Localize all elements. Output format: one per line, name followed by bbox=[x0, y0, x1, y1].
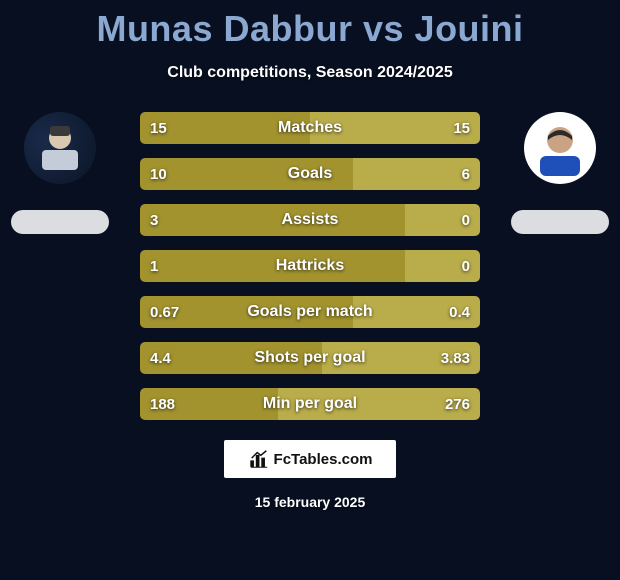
subtitle: Club competitions, Season 2024/2025 bbox=[0, 64, 620, 82]
comparison-title: Munas Dabbur vs Jouini bbox=[0, 0, 620, 50]
player2-column bbox=[500, 112, 620, 234]
player1-bar-fill bbox=[140, 388, 278, 420]
comparison-main: Matches1515 Goals106 Assists30 Hattricks10 G… bbox=[0, 112, 620, 420]
player1-bar-fill bbox=[140, 250, 405, 282]
player1-avatar-icon bbox=[36, 120, 84, 176]
player2-bar-fill bbox=[405, 250, 480, 282]
player2-bar-fill bbox=[353, 296, 480, 328]
player1-name: Munas Dabbur bbox=[96, 8, 352, 49]
logo-text: FcTables.com bbox=[274, 451, 373, 468]
player2-bar-fill bbox=[405, 204, 480, 236]
player1-bar-fill bbox=[140, 296, 353, 328]
player2-bar-fill bbox=[353, 158, 481, 190]
vs-text: vs bbox=[363, 8, 404, 49]
stat-bars: Matches1515 Goals106 Assists30 Hattricks10 G… bbox=[140, 112, 480, 420]
player2-avatar-icon bbox=[536, 120, 584, 176]
stat-row: Assists30 bbox=[140, 204, 480, 236]
player1-bar-fill bbox=[140, 204, 405, 236]
player1-name-pill bbox=[11, 210, 109, 234]
player2-bar-fill bbox=[322, 342, 480, 374]
player2-bar-fill bbox=[310, 112, 480, 144]
player1-bar-fill bbox=[140, 342, 322, 374]
stat-row: Hattricks10 bbox=[140, 250, 480, 282]
chart-icon bbox=[248, 448, 270, 470]
stat-row: Shots per goal4.43.83 bbox=[140, 342, 480, 374]
stat-row: Goals per match0.670.4 bbox=[140, 296, 480, 328]
player2-name-pill bbox=[511, 210, 609, 234]
player2-avatar bbox=[524, 112, 596, 184]
player2-name: Jouini bbox=[415, 8, 524, 49]
player1-bar-fill bbox=[140, 158, 353, 190]
stat-row: Min per goal188276 bbox=[140, 388, 480, 420]
stat-row: Matches1515 bbox=[140, 112, 480, 144]
player1-column bbox=[0, 112, 120, 234]
player1-bar-fill bbox=[140, 112, 310, 144]
date-text: 15 february 2025 bbox=[0, 494, 620, 510]
stat-row: Goals106 bbox=[140, 158, 480, 190]
fctables-logo: FcTables.com bbox=[224, 440, 396, 478]
player2-bar-fill bbox=[278, 388, 480, 420]
player1-avatar bbox=[24, 112, 96, 184]
